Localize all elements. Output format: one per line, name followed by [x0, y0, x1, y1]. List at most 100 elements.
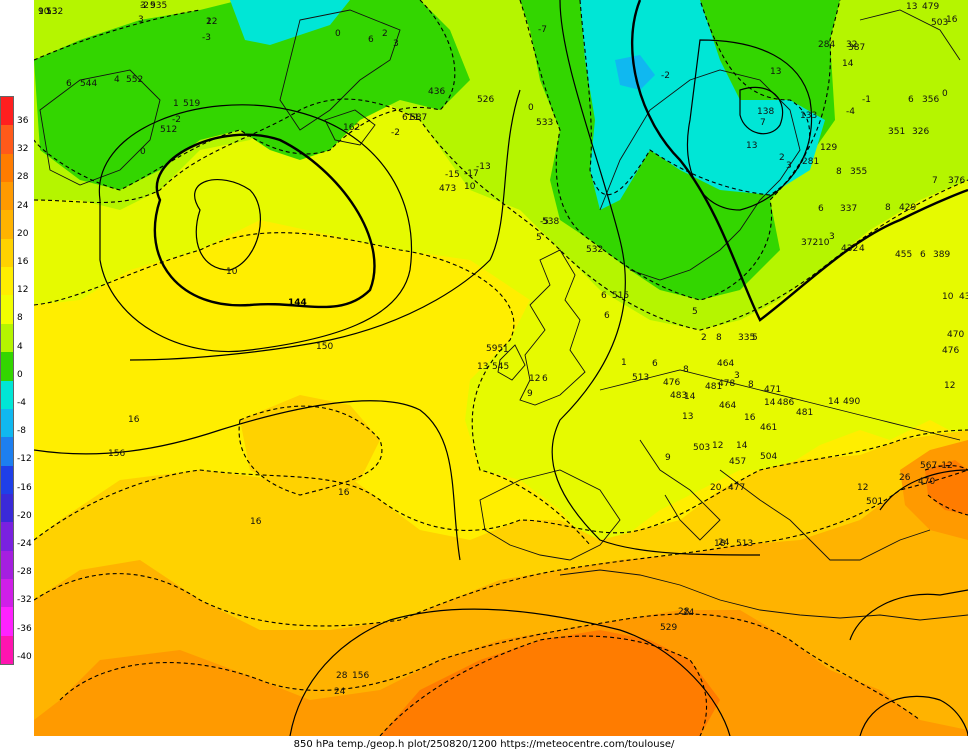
station-label: 538 — [542, 217, 559, 227]
colorbar-segment — [1, 408, 13, 438]
station-label: 14 — [684, 392, 696, 402]
station-label: 513 — [632, 373, 649, 383]
station-label: 595 — [486, 344, 503, 354]
station-label: 13 — [682, 412, 693, 422]
station-label: 14 — [736, 441, 748, 451]
station-label: 7 — [760, 118, 766, 128]
station-label: 470 — [947, 330, 964, 340]
temp-band-cyan-scandinavia — [580, 0, 825, 210]
station-label: 28 — [336, 671, 348, 681]
colorbar-tick-label: 28 — [17, 172, 29, 183]
station-label: -2 — [172, 115, 181, 125]
colorbar-tick-label: 32 — [17, 144, 29, 155]
station-label: 8 — [748, 380, 754, 390]
colorbar-tick-label: 16 — [17, 257, 29, 267]
station-label: 455 — [895, 250, 912, 260]
colorbar-tick-label: -20 — [17, 510, 32, 521]
station-label: 471 — [764, 385, 781, 395]
station-label: 461 — [760, 423, 777, 433]
station-label: 355 — [850, 167, 867, 177]
station-label: 490 — [843, 397, 860, 407]
station-label: 14 — [842, 59, 854, 69]
station-label: 481 — [705, 382, 722, 392]
station-label: 3 — [734, 371, 740, 381]
colorbar-segment — [1, 323, 13, 353]
station-label: 372 — [801, 238, 818, 248]
geopotential-labels: 144 150 156 — [108, 298, 333, 459]
station-label: 544 — [80, 79, 97, 89]
station-label: 6 — [368, 35, 374, 45]
temp-band-cyan-greenland — [230, 0, 350, 45]
station-label: 552 — [126, 75, 143, 85]
isotherm-label: 24 — [718, 538, 730, 548]
station-label: -13 — [476, 162, 491, 172]
station-label: 24 — [683, 608, 695, 618]
station-label: 0 — [528, 103, 534, 113]
colorbar-tick-label: 20 — [17, 228, 29, 239]
colorbar-tick-label: -36 — [17, 623, 32, 634]
station-label: 4 — [859, 244, 865, 254]
station-label: 12 — [529, 374, 540, 384]
station-label: 162 — [343, 123, 360, 133]
station-label: 13 — [770, 67, 781, 77]
geopotential-label-156: 156 — [108, 449, 125, 459]
station-label: 470 — [918, 477, 935, 487]
station-label: 3 — [393, 39, 399, 49]
station-label: 13 — [477, 362, 488, 372]
station-label: 512 — [160, 125, 177, 135]
station-label: 0 — [335, 29, 341, 39]
map-caption: 850 hPa temp./geop.h plot/250820/1200 ht… — [293, 739, 675, 750]
station-label: 1 — [173, 99, 179, 109]
station-label: -3 — [202, 33, 211, 43]
station-label: 8 — [885, 203, 891, 213]
colorbar-segment — [1, 352, 13, 381]
station-label: 9 — [38, 7, 44, 17]
station-label: 10 — [38, 7, 50, 17]
isotherm-label: 12 — [944, 381, 955, 391]
colorbar-tick-label: -28 — [17, 567, 32, 578]
station-label: -4 — [846, 107, 855, 117]
colorbar-segment — [1, 465, 13, 495]
station-label: -2 — [140, 1, 149, 11]
station-label: 464 — [717, 359, 734, 369]
temp-band-28-plus — [380, 630, 720, 736]
station-label: 501 — [866, 497, 883, 507]
station-label: 3 — [138, 15, 144, 25]
isotherm-labels: 16 16 16 12 24 28 — [128, 381, 955, 617]
station-label: 5 — [536, 233, 542, 243]
station-label: 2 — [382, 29, 388, 39]
station-label: 389 — [933, 250, 950, 260]
colorbar-tick-label: -16 — [17, 482, 32, 493]
station-label: 457 — [729, 457, 746, 467]
colorbar-tick-label: 4 — [17, 341, 23, 352]
temp-band-16-20-atlantic — [240, 395, 380, 495]
station-label: 432 — [841, 244, 858, 254]
isotherms — [34, 0, 968, 736]
station-label: 138 — [757, 107, 774, 117]
colorbar-segment — [1, 607, 13, 637]
station-label: 10 — [464, 182, 476, 192]
isotherm-label: 28 — [678, 607, 690, 617]
isotherm-label: 16 — [128, 415, 140, 425]
station-label: 532 — [46, 7, 63, 17]
station-label: 519 — [183, 99, 200, 109]
station-label: 9 — [527, 389, 533, 399]
station-label: 14 — [828, 397, 840, 407]
station-label: 12 — [206, 17, 217, 27]
station-label: 9 — [150, 1, 156, 11]
station-label: 587 — [410, 113, 427, 123]
colorbar-segment — [1, 493, 13, 523]
station-label: 12 — [712, 441, 723, 451]
station-label: 376 — [948, 176, 965, 186]
station-label: 503 — [931, 18, 948, 28]
colorbar-tick-label: -40 — [17, 651, 32, 662]
station-label: 18 — [714, 539, 726, 549]
station-label: 478 — [718, 379, 735, 389]
colorbar-tick-label: 36 — [17, 116, 29, 126]
station-label: 513 — [736, 539, 753, 549]
station-label: 0 — [942, 89, 948, 99]
station-label: 6 — [652, 359, 658, 369]
station-label: 16 — [946, 15, 958, 25]
colorbar-tick-label: 0 — [17, 369, 23, 380]
station-label: 8 — [683, 365, 689, 375]
